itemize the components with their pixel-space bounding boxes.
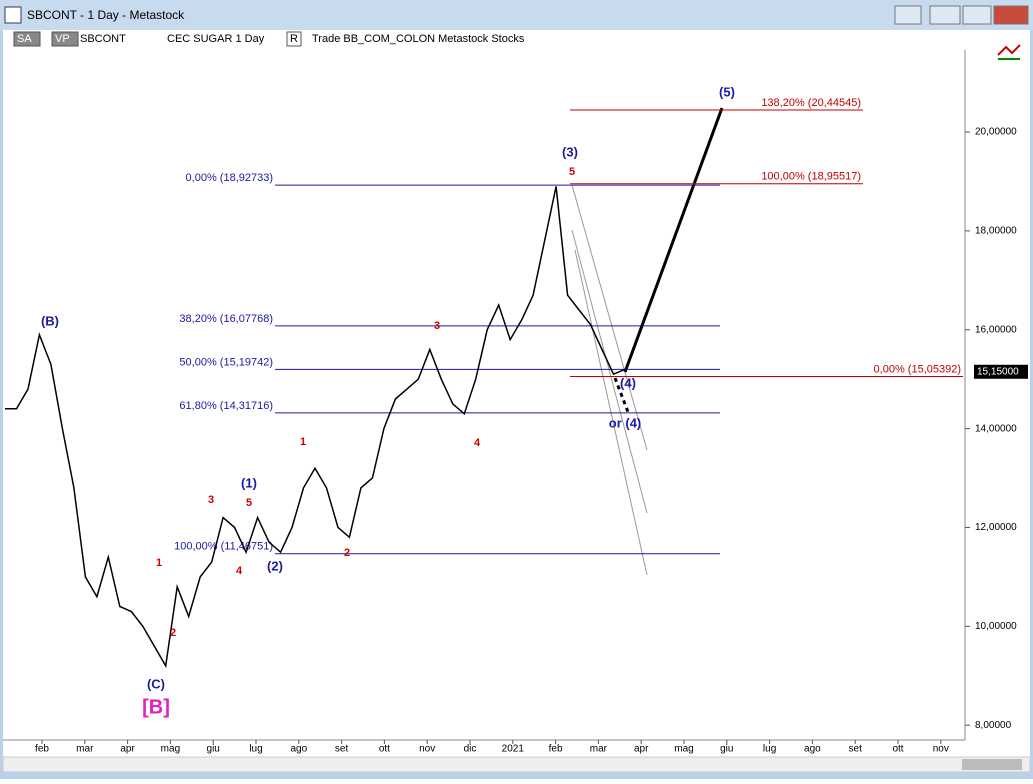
wave-label: 1: [156, 557, 162, 569]
toolbar-button[interactable]: [13, 31, 41, 47]
title-bar: [0, 0, 1033, 30]
fib-label: 61,80% (14,31716): [179, 400, 273, 412]
wave-label: 2: [170, 627, 176, 639]
x-tick-label: lug: [763, 744, 776, 755]
x-tick-label: set: [849, 744, 863, 755]
toolbar-item: CEC SUGAR 1 Day: [167, 33, 265, 45]
x-tick-label: apr: [634, 744, 649, 755]
x-tick-label: giu: [720, 744, 733, 755]
chart-icon: [997, 44, 1021, 60]
x-tick-label: ago: [804, 744, 821, 755]
wave-label: (4): [620, 375, 636, 390]
wave-label: 3: [208, 494, 214, 506]
toolbar: SA VP SBCONT CEC SUGAR 1 Day R Trade BB_COM_C…: [13, 31, 525, 47]
wave-label: (2): [267, 558, 283, 573]
toolbar-button[interactable]: [286, 31, 302, 47]
fib-label: 0,00% (15,05392): [874, 363, 961, 375]
y-tick-label: 20,00000: [975, 127, 1017, 138]
wave-label: (5): [719, 84, 735, 99]
x-tick-label: mar: [76, 744, 94, 755]
projection-line: [623, 107, 724, 373]
fib-label: 50,00% (15,19742): [179, 356, 273, 368]
scroll-thumb[interactable]: [962, 759, 1022, 770]
x-tick-label: apr: [120, 744, 135, 755]
x-tick-label: ago: [290, 744, 307, 755]
wave-label: 2: [344, 547, 350, 559]
wave-label: 5: [569, 166, 575, 178]
toolbar-item: VP: [55, 33, 70, 45]
maximize-button[interactable]: [962, 5, 992, 25]
x-tick-label: feb: [35, 744, 49, 755]
toolbar-button[interactable]: [51, 31, 79, 47]
wave-label: (C): [147, 676, 165, 691]
x-tick-label: feb: [549, 744, 563, 755]
fib-label: 138,20% (20,44545): [761, 97, 861, 109]
chart-panel: [3, 30, 1030, 772]
wave-label: (1): [241, 475, 257, 490]
wave-label: or (4): [609, 415, 642, 430]
channel-line: [571, 184, 648, 451]
window-title: SBCONT - 1 Day - Metastock: [27, 8, 185, 22]
toolbar-item: Trade BB_COM_COLON Metastock Stocks: [312, 33, 525, 45]
price-line: [5, 186, 626, 669]
wave-label: (3): [562, 144, 578, 159]
x-tick-label: nov: [419, 744, 435, 755]
toolbar-item: SBCONT: [80, 33, 126, 45]
wave-label: 5: [246, 497, 252, 509]
toolbar-item: SA: [17, 33, 32, 45]
x-tick-label: nov: [933, 744, 949, 755]
channel-line: [571, 229, 648, 514]
close-button[interactable]: [993, 5, 1029, 25]
y-tick-label: 18,00000: [975, 226, 1017, 237]
y-tick-label: 14,00000: [975, 423, 1017, 434]
x-tick-label: ott: [892, 744, 903, 755]
toolbar-item: R: [290, 33, 298, 45]
x-tick-label: dic: [464, 744, 477, 755]
x-tick-label: lug: [249, 744, 262, 755]
alt-projection-line: [613, 377, 630, 413]
wave-label: 4: [236, 565, 243, 577]
last-price-box: [974, 364, 1028, 379]
fib-label: 38,20% (16,07768): [179, 313, 273, 325]
x-tick-label: mag: [161, 744, 180, 755]
scrollbar[interactable]: [2, 756, 1031, 773]
app-icon: [4, 6, 22, 24]
fib-label: 0,00% (18,92733): [186, 172, 273, 184]
wave-label: [B]: [142, 696, 170, 718]
x-tick-label: giu: [207, 744, 220, 755]
y-tick-label: 8,00000: [975, 720, 1012, 731]
wave-label: (B): [41, 313, 59, 328]
x-tick-label: mag: [674, 744, 693, 755]
wave-label: 3: [434, 320, 440, 332]
y-tick-label: 16,00000: [975, 324, 1017, 335]
fib-label: 100,00% (11,46751): [174, 541, 273, 553]
wave-label: 1: [300, 436, 306, 448]
x-tick-label: 2021: [502, 744, 525, 755]
fib-label: 100,00% (18,95517): [761, 171, 861, 183]
y-tick-label: 10,00000: [975, 621, 1017, 632]
minimize-button[interactable]: [929, 5, 961, 25]
last-price-label: 15,15000: [977, 366, 1019, 377]
x-tick-label: mar: [590, 744, 608, 755]
x-tick-label: set: [335, 744, 349, 755]
y-tick-label: 12,00000: [975, 522, 1017, 533]
x-tick-label: ott: [379, 744, 390, 755]
wave-label: 4: [474, 437, 481, 449]
restore-button[interactable]: [894, 5, 922, 25]
